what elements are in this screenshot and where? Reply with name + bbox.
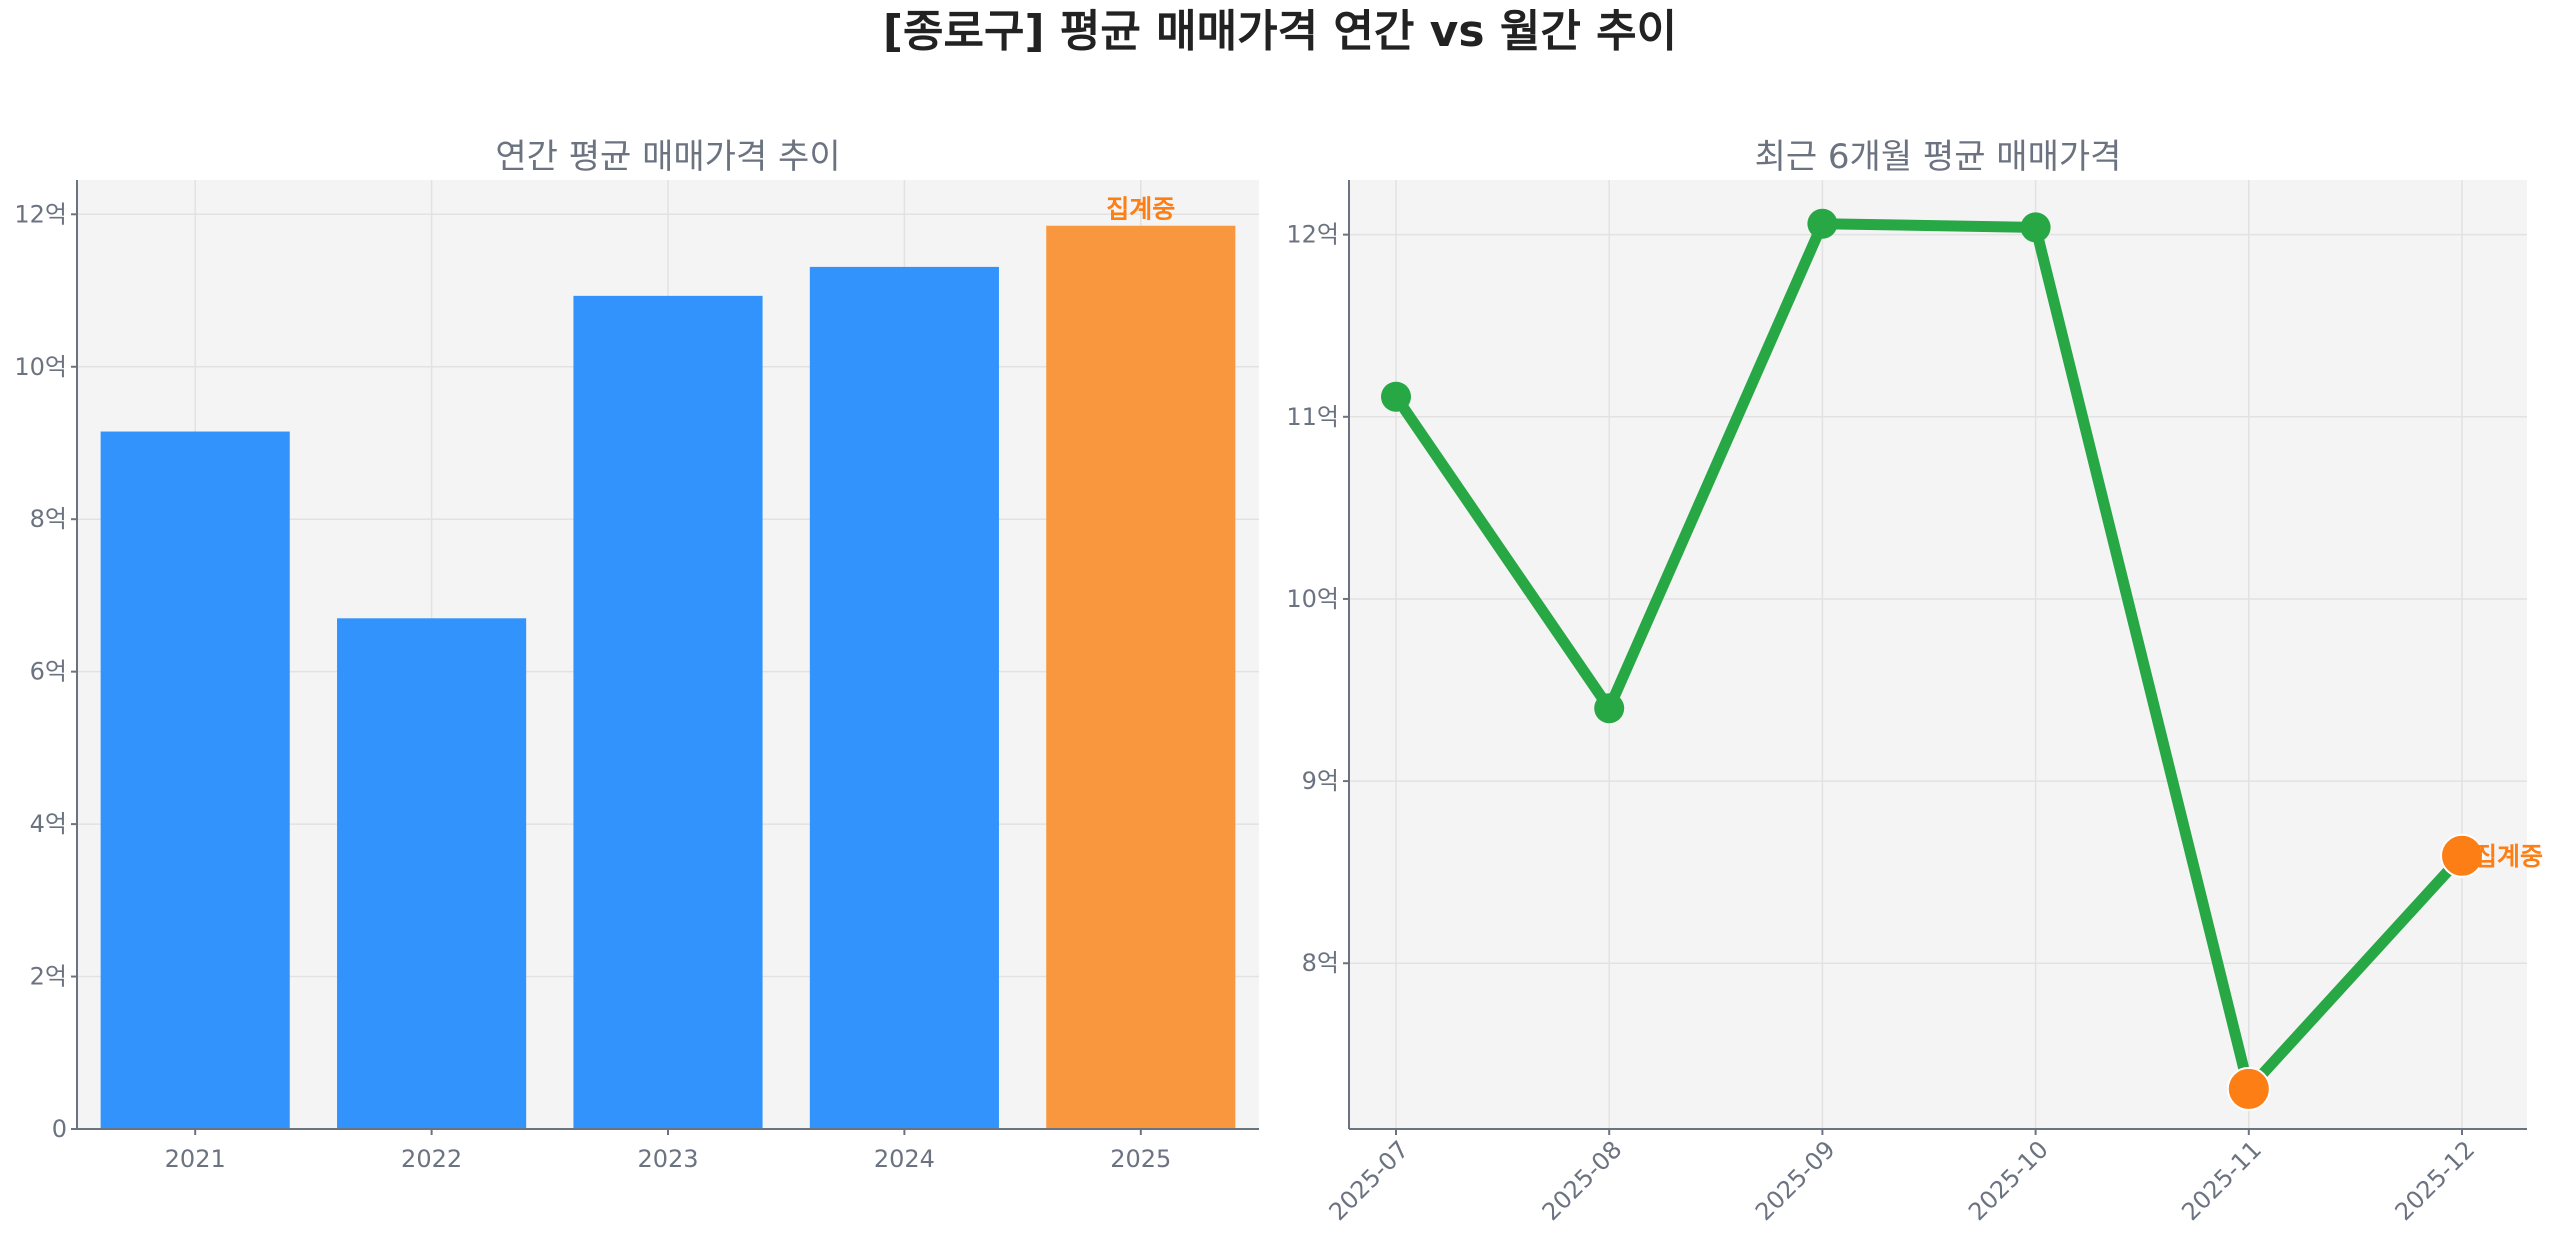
x-tick-label: 2025-07 (1324, 1135, 1415, 1226)
monthly-line-chart: 최근 6개월 평균 매매가격 8억 9억 10억 11억 12억 2025-07 2025-… (1286, 137, 2543, 1226)
y-tick-label: 8억 (1302, 949, 1339, 977)
data-point-2025-08 (1594, 693, 1625, 724)
x-tick-label: 2023 (637, 1145, 698, 1173)
y-tick-label: 10억 (14, 353, 67, 381)
data-point-2025-11 (2226, 1066, 2271, 1111)
in-progress-label: 집계중 (1106, 195, 1175, 224)
x-tick-label: 2025 (1110, 1145, 1171, 1173)
x-tick-label: 2025-11 (2176, 1135, 2267, 1226)
x-tick-label: 2025-09 (1750, 1135, 1841, 1226)
y-tick-label: 11억 (1286, 403, 1339, 431)
price-line (1391, 218, 2467, 1095)
y-tick-label: 12억 (14, 200, 67, 228)
monthly-chart-title: 최근 6개월 평균 매매가격 (1755, 137, 2122, 177)
x-tick-label: 2025-12 (2390, 1135, 2481, 1226)
annual-bar-chart: 연간 평균 매매가격 추이 0 2억 4억 6억 8억 10억 12억 2021 2022 202… (14, 137, 1259, 1173)
bar-2024 (809, 266, 999, 1130)
y-tick-label: 12억 (1286, 221, 1339, 249)
x-tick-label: 2022 (401, 1145, 462, 1173)
y-tick-label: 9억 (1302, 767, 1339, 795)
data-point-2025-12 (2440, 833, 2484, 878)
x-tick-label: 2025-10 (1963, 1135, 2054, 1226)
data-point-2025-09 (1807, 208, 1838, 239)
y-tick-label: 8억 (30, 505, 67, 533)
y-tick-label: 0 (52, 1115, 67, 1143)
bar-2022 (337, 618, 527, 1129)
data-point-2025-07 (1381, 381, 1411, 412)
x-tick-label: 2021 (165, 1145, 226, 1173)
bar-2025 (1046, 225, 1236, 1130)
data-point-2025-10 (2020, 212, 2051, 243)
plot-area (1349, 180, 2527, 1129)
y-tick-label: 10억 (1286, 585, 1339, 613)
y-tick-label: 2억 (30, 963, 67, 991)
in-progress-label: 집계중 (2474, 842, 2543, 871)
bar-2023 (573, 295, 763, 1130)
x-tick-label: 2024 (874, 1145, 935, 1173)
bar-2021 (100, 431, 290, 1129)
annual-chart-title: 연간 평균 매매가격 추이 (495, 137, 840, 177)
figure-title: [종로구] 평균 매매가격 연간 vs 월간 추이 (883, 6, 1677, 57)
y-tick-label: 6억 (30, 658, 67, 686)
y-tick-label: 4억 (30, 810, 67, 838)
x-tick-label: 2025-08 (1537, 1135, 1628, 1226)
